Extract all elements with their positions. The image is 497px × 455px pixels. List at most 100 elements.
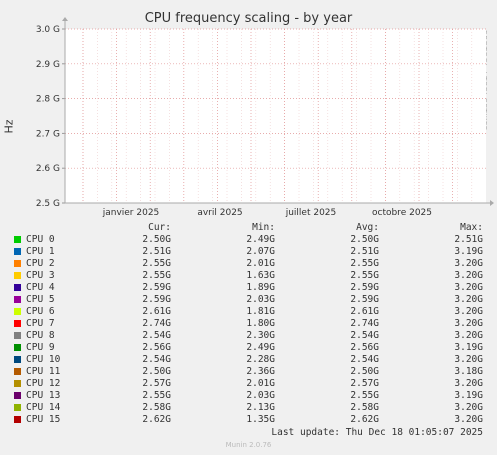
- series-name: CPU 13: [26, 390, 61, 401]
- series-cur: 2.62G: [142, 414, 171, 425]
- legend-row: CPU 14 2.58G 2.13G 2.58G 3.20G: [0, 402, 497, 414]
- series-cur: 2.54G: [142, 354, 171, 365]
- legend-swatch: [14, 380, 21, 387]
- legend-table: Cur: Min: Avg: Max: CPU 0 2.50G 2.49G 2.50G…: [0, 222, 497, 426]
- plot-background: [65, 29, 486, 203]
- series-min: 2.03G: [246, 390, 275, 401]
- legend-swatch: [14, 392, 21, 399]
- series-max: 3.20G: [454, 306, 483, 317]
- series-avg: 2.55G: [350, 270, 379, 281]
- y-tick-label: 2.8 G: [36, 95, 60, 105]
- legend-swatch: [14, 284, 21, 291]
- series-max: 3.18G: [454, 366, 483, 377]
- legend-row: CPU 1 2.51G 2.07G 2.51G 3.19G: [0, 246, 497, 258]
- series-avg: 2.59G: [350, 294, 379, 305]
- series-avg: 2.74G: [350, 318, 379, 329]
- series-max: 3.20G: [454, 354, 483, 365]
- y-tick-label: 2.7 G: [36, 129, 60, 139]
- series-cur: 2.50G: [142, 234, 171, 245]
- x-tick-label: octobre 2025: [372, 208, 432, 218]
- series-min: 2.28G: [246, 354, 275, 365]
- legend-row: CPU 10 2.54G 2.28G 2.54G 3.20G: [0, 354, 497, 366]
- series-avg: 2.50G: [350, 366, 379, 377]
- legend-swatch: [14, 308, 21, 315]
- series-cur: 2.56G: [142, 342, 171, 353]
- y-axis-arrow: [62, 17, 68, 21]
- legend-swatch: [14, 260, 21, 267]
- legend-row: CPU 12 2.57G 2.01G 2.57G 3.20G: [0, 378, 497, 390]
- series-min: 2.03G: [246, 294, 275, 305]
- series-min: 1.80G: [246, 318, 275, 329]
- series-name: CPU 10: [26, 354, 61, 365]
- series-avg: 2.51G: [350, 246, 379, 257]
- plot-area: 2.5 G 2.6 G 2.7 G 2.8 G 2.9 G 3.0 G janvier 20…: [36, 17, 494, 218]
- series-name: CPU 15: [26, 414, 61, 425]
- series-max: 2.51G: [454, 234, 483, 245]
- chart-title: CPU frequency scaling - by year: [144, 11, 353, 26]
- legend-row: CPU 8 2.54G 2.30G 2.54G 3.20G: [0, 330, 497, 342]
- series-min: 2.36G: [246, 366, 275, 377]
- series-min: 1.89G: [246, 282, 275, 293]
- y-tick-label: 2.6 G: [36, 164, 60, 174]
- legend-swatch: [14, 236, 21, 243]
- legend-swatch: [14, 332, 21, 339]
- series-name: CPU 0: [26, 234, 55, 245]
- legend-row: CPU 9 2.56G 2.49G 2.56G 3.19G: [0, 342, 497, 354]
- legend-row: CPU 5 2.59G 2.03G 2.59G 3.20G: [0, 294, 497, 306]
- series-name: CPU 9: [26, 342, 55, 353]
- legend-row: CPU 13 2.55G 2.03G 2.55G 3.19G: [0, 390, 497, 402]
- col-min-header: Min:: [252, 222, 275, 233]
- series-cur: 2.57G: [142, 378, 171, 389]
- series-min: 2.30G: [246, 330, 275, 341]
- series-min: 2.13G: [246, 402, 275, 413]
- series-avg: 2.57G: [350, 378, 379, 389]
- legend-swatch: [14, 344, 21, 351]
- series-avg: 2.54G: [350, 354, 379, 365]
- series-max: 3.20G: [454, 294, 483, 305]
- legend-swatch: [14, 368, 21, 375]
- series-avg: 2.61G: [350, 306, 379, 317]
- y-tick-label: 3.0 G: [36, 25, 60, 35]
- series-avg: 2.50G: [350, 234, 379, 245]
- series-avg: 2.54G: [350, 330, 379, 341]
- grid-lines: [65, 28, 486, 203]
- series-cur: 2.61G: [142, 306, 171, 317]
- legend-swatch: [14, 404, 21, 411]
- series-min: 2.49G: [246, 342, 275, 353]
- series-avg: 2.55G: [350, 390, 379, 401]
- legend-row: CPU 4 2.59G 1.89G 2.59G 3.20G: [0, 282, 497, 294]
- legend-row: CPU 0 2.50G 2.49G 2.50G 2.51G: [0, 234, 497, 246]
- legend-swatch: [14, 272, 21, 279]
- series-cur: 2.74G: [142, 318, 171, 329]
- series-cur: 2.58G: [142, 402, 171, 413]
- axes: [62, 17, 494, 206]
- series-min: 2.07G: [246, 246, 275, 257]
- series-name: CPU 2: [26, 258, 55, 269]
- legend-row: CPU 3 2.55G 1.63G 2.55G 3.20G: [0, 270, 497, 282]
- legend-swatch: [14, 248, 21, 255]
- y-tick-label: 2.9 G: [36, 60, 60, 70]
- series-avg: 2.56G: [350, 342, 379, 353]
- series-cur: 2.59G: [142, 294, 171, 305]
- y-tick-label: 2.5 G: [36, 199, 60, 209]
- series-name: CPU 12: [26, 378, 61, 389]
- legend-row: CPU 15 2.62G 1.35G 2.62G 3.20G: [0, 414, 497, 426]
- x-tick-label: juillet 2025: [285, 208, 337, 218]
- series-min: 1.81G: [246, 306, 275, 317]
- series-avg: 2.58G: [350, 402, 379, 413]
- legend-swatch: [14, 356, 21, 363]
- series-cur: 2.55G: [142, 270, 171, 281]
- x-axis-arrow: [490, 200, 494, 206]
- series-name: CPU 8: [26, 330, 55, 341]
- series-name: CPU 7: [26, 318, 55, 329]
- series-name: CPU 5: [26, 294, 55, 305]
- series-cur: 2.51G: [142, 246, 171, 257]
- series-cur: 2.55G: [142, 390, 171, 401]
- series-name: CPU 6: [26, 306, 55, 317]
- legend-row: CPU 11 2.50G 2.36G 2.50G 3.18G: [0, 366, 497, 378]
- legend-row: CPU 2 2.55G 2.01G 2.55G 3.20G: [0, 258, 497, 270]
- col-avg-header: Avg:: [356, 222, 379, 233]
- series-name: CPU 3: [26, 270, 55, 281]
- series-cur: 2.50G: [142, 366, 171, 377]
- series-max: 3.20G: [454, 330, 483, 341]
